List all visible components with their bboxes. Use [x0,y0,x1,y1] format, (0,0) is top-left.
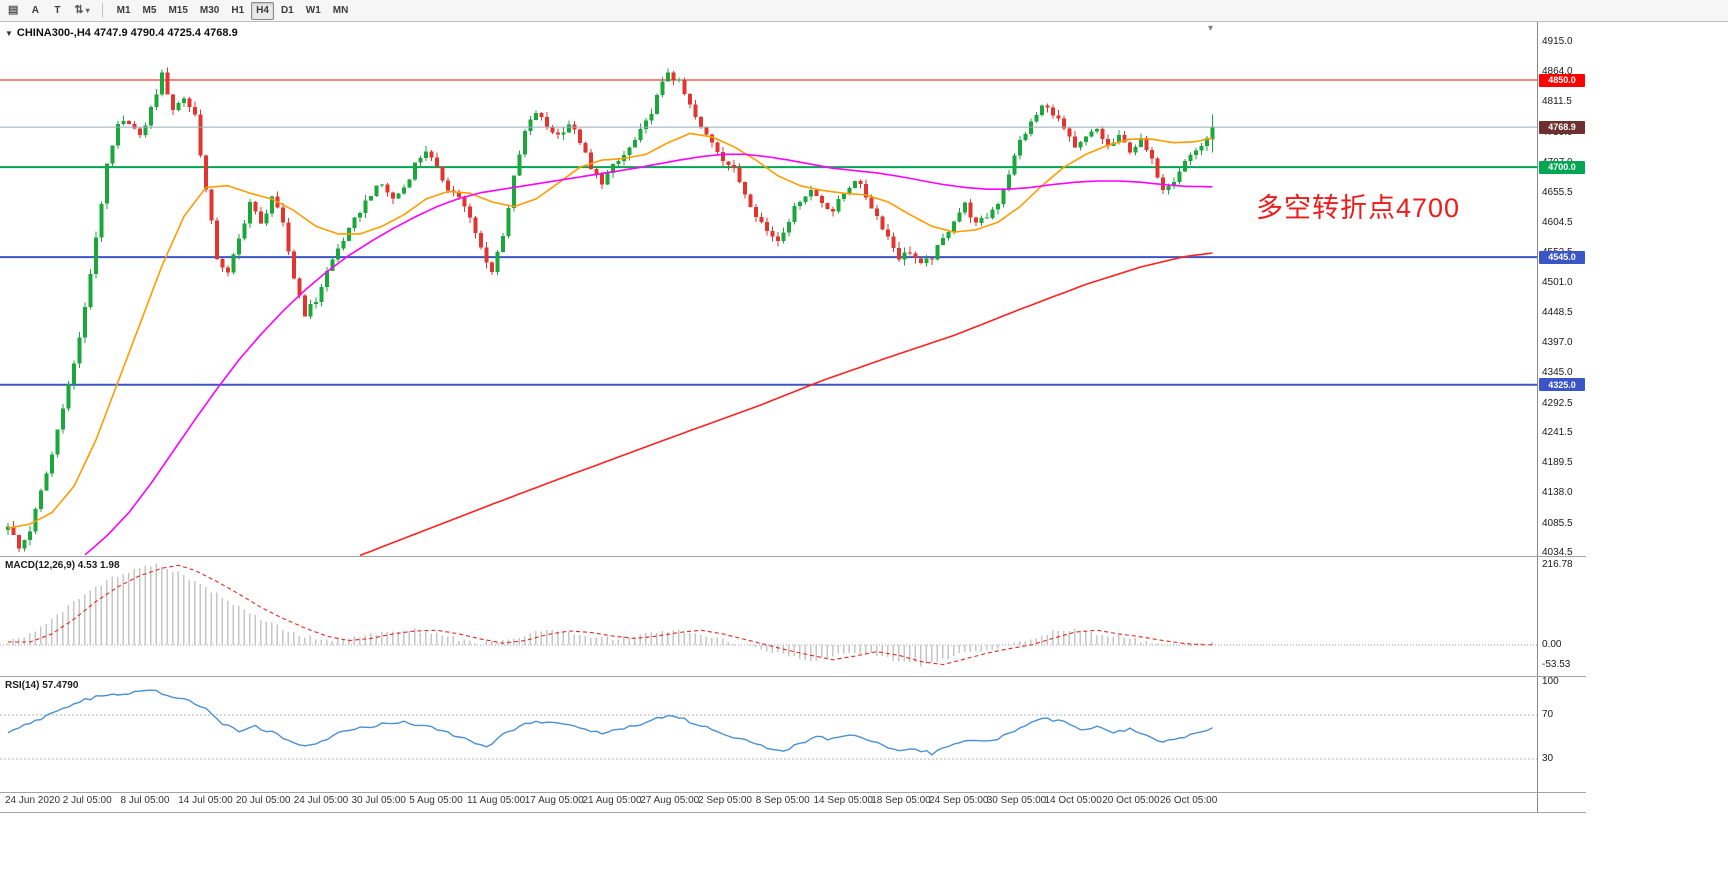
date-axis-label: 20 Jul 05:00 [236,795,291,806]
chart-shift-marker[interactable]: ▾ [1208,23,1214,34]
timeframe-button-w1[interactable]: W1 [301,2,326,20]
macd-signal-line [8,564,1213,666]
rsi-panel-divider[interactable] [0,676,1586,677]
list-view-button[interactable]: ▤ [3,2,23,20]
date-axis-label: 30 Jul 05:00 [351,795,407,806]
date-axis-label: 11 Aug 05:00 [467,795,526,806]
price-axis-label: 4501.0 [1542,276,1573,288]
macd-panel-divider[interactable] [0,556,1586,557]
date-axis-label: 24 Sep 05:00 [929,795,989,806]
macd-indicator-panel[interactable] [0,557,1590,676]
timeframe-button-m1[interactable]: M1 [112,2,136,20]
price-axis-label: 4345.0 [1542,367,1573,379]
date-axis-label: 2 Jul 05:00 [62,795,112,806]
ma-slow-red [359,252,1213,556]
rsi-line [7,689,1213,756]
date-axis-label: 8 Jul 05:00 [120,795,170,806]
price-axis-label: 4811.5 [1542,96,1572,108]
date-axis-label: 8 Sep 05:00 [755,795,810,806]
price-axis-label: 4034.5 [1542,547,1573,559]
date-axis-label: 17 Aug 05:00 [524,795,584,806]
t-button-label: T [54,5,61,16]
date-axis-label: 2 Sep 05:00 [698,795,752,806]
ma-fast-orange [7,132,1213,529]
price-level-badge: 4545.0 [1539,250,1585,264]
text-tool-button[interactable]: T [47,2,67,20]
timeframe-button-m30[interactable]: M30 [195,2,224,20]
main-price-chart[interactable] [0,22,1590,556]
price-axis-label: 4085.5 [1542,517,1573,529]
price-level-badge: 4700.0 [1539,160,1585,174]
symbol-info: ▼ CHINA300-,H4 4747.9 4790.4 4725.4 4768… [5,27,238,39]
chevron-down-icon: ▾ [85,6,90,15]
date-axis-label: 30 Sep 05:00 [986,795,1047,806]
date-axis-label: 21 Aug 05:00 [582,795,642,806]
rsi-axis-label: 70 [1542,709,1554,720]
cursor-a-button[interactable]: A [25,2,45,20]
timeframe-button-d1[interactable]: D1 [276,2,299,20]
date-axis-label: 14 Oct 05:00 [1044,795,1102,806]
symbol-ohlc-text: CHINA300-,H4 4747.9 4790.4 4725.4 4768.9 [16,27,238,39]
axis-separator-line [1537,22,1538,812]
timeframe-button-m5[interactable]: M5 [138,2,162,20]
indicators-button[interactable]: ⇅ ▾ [69,2,94,20]
price-level-badge: 4850.0 [1539,73,1585,87]
price-axis-label: 4138.0 [1542,487,1573,499]
bottom-border-line [0,812,1586,813]
macd-axis-label: 216.78 [1542,559,1573,570]
timeframe-button-h1[interactable]: H1 [226,2,249,20]
date-axis-label: 14 Sep 05:00 [813,795,874,806]
timeframe-group: M1 M5 M15 M30 H1 H4 D1 W1 MN [112,1,354,20]
date-axis-label: 27 Aug 05:00 [640,795,700,806]
price-level-badge: 4325.0 [1539,378,1585,392]
price-axis-label: 4915.0 [1542,36,1573,48]
symbol-menu-icon[interactable]: ▼ [5,28,13,38]
timeframe-button-m15[interactable]: M15 [163,2,192,20]
date-axis-label: 18 Sep 05:00 [871,795,931,806]
macd-axis-label: -53.53 [1542,658,1571,670]
date-axis-divider [0,792,1586,793]
date-axis-label: 14 Jul 05:00 [178,795,233,806]
toolbar-separator [101,3,103,18]
grid-icon: ▤ [8,4,19,16]
date-axis-label: 24 Jul 05:00 [293,795,349,806]
candles-group [6,67,1215,552]
date-axis-label: 24 Jun 2020 [5,795,61,806]
macd-label: MACD(12,26,9) 4.53 1.98 [5,560,120,571]
price-axis-label: 4864.0 [1542,65,1573,77]
date-axis-label: 20 Oct 05:00 [1102,795,1160,806]
a-button-label: A [31,5,40,16]
current-price-badge: 4768.9 [1539,120,1585,134]
toolbar: ▤ A T ⇅ ▾ M1 M5 M15 M30 H1 H4 D1 W1 MN [0,0,1728,22]
rsi-axis-label: 100 [1542,676,1559,687]
price-axis-label: 4241.5 [1542,427,1573,439]
price-axis-label: 4397.0 [1542,336,1573,348]
rsi-label: RSI(14) 57.4790 [5,680,79,691]
rsi-indicator-panel[interactable] [0,677,1590,792]
price-axis-label: 4189.5 [1542,457,1573,469]
rsi-axis-label: 30 [1542,753,1554,764]
price-axis-label: 4292.5 [1542,397,1573,409]
macd-histogram [7,563,1214,667]
date-axis-label: 26 Oct 05:00 [1160,795,1218,806]
price-axis-label: 4604.5 [1542,216,1573,228]
macd-axis-label: 0.00 [1542,639,1562,650]
timeframe-button-mn[interactable]: MN [328,2,354,20]
price-axis-label: 4655.5 [1542,186,1573,198]
arrows-icon: ⇅ [74,4,84,16]
timeframe-button-h4[interactable]: H4 [251,1,274,20]
annotation-text[interactable]: 多空转折点4700 [1256,193,1461,223]
price-axis-label: 4448.5 [1542,307,1573,319]
ma-mid-magenta [84,153,1213,556]
date-axis-label: 5 Aug 05:00 [409,795,463,806]
